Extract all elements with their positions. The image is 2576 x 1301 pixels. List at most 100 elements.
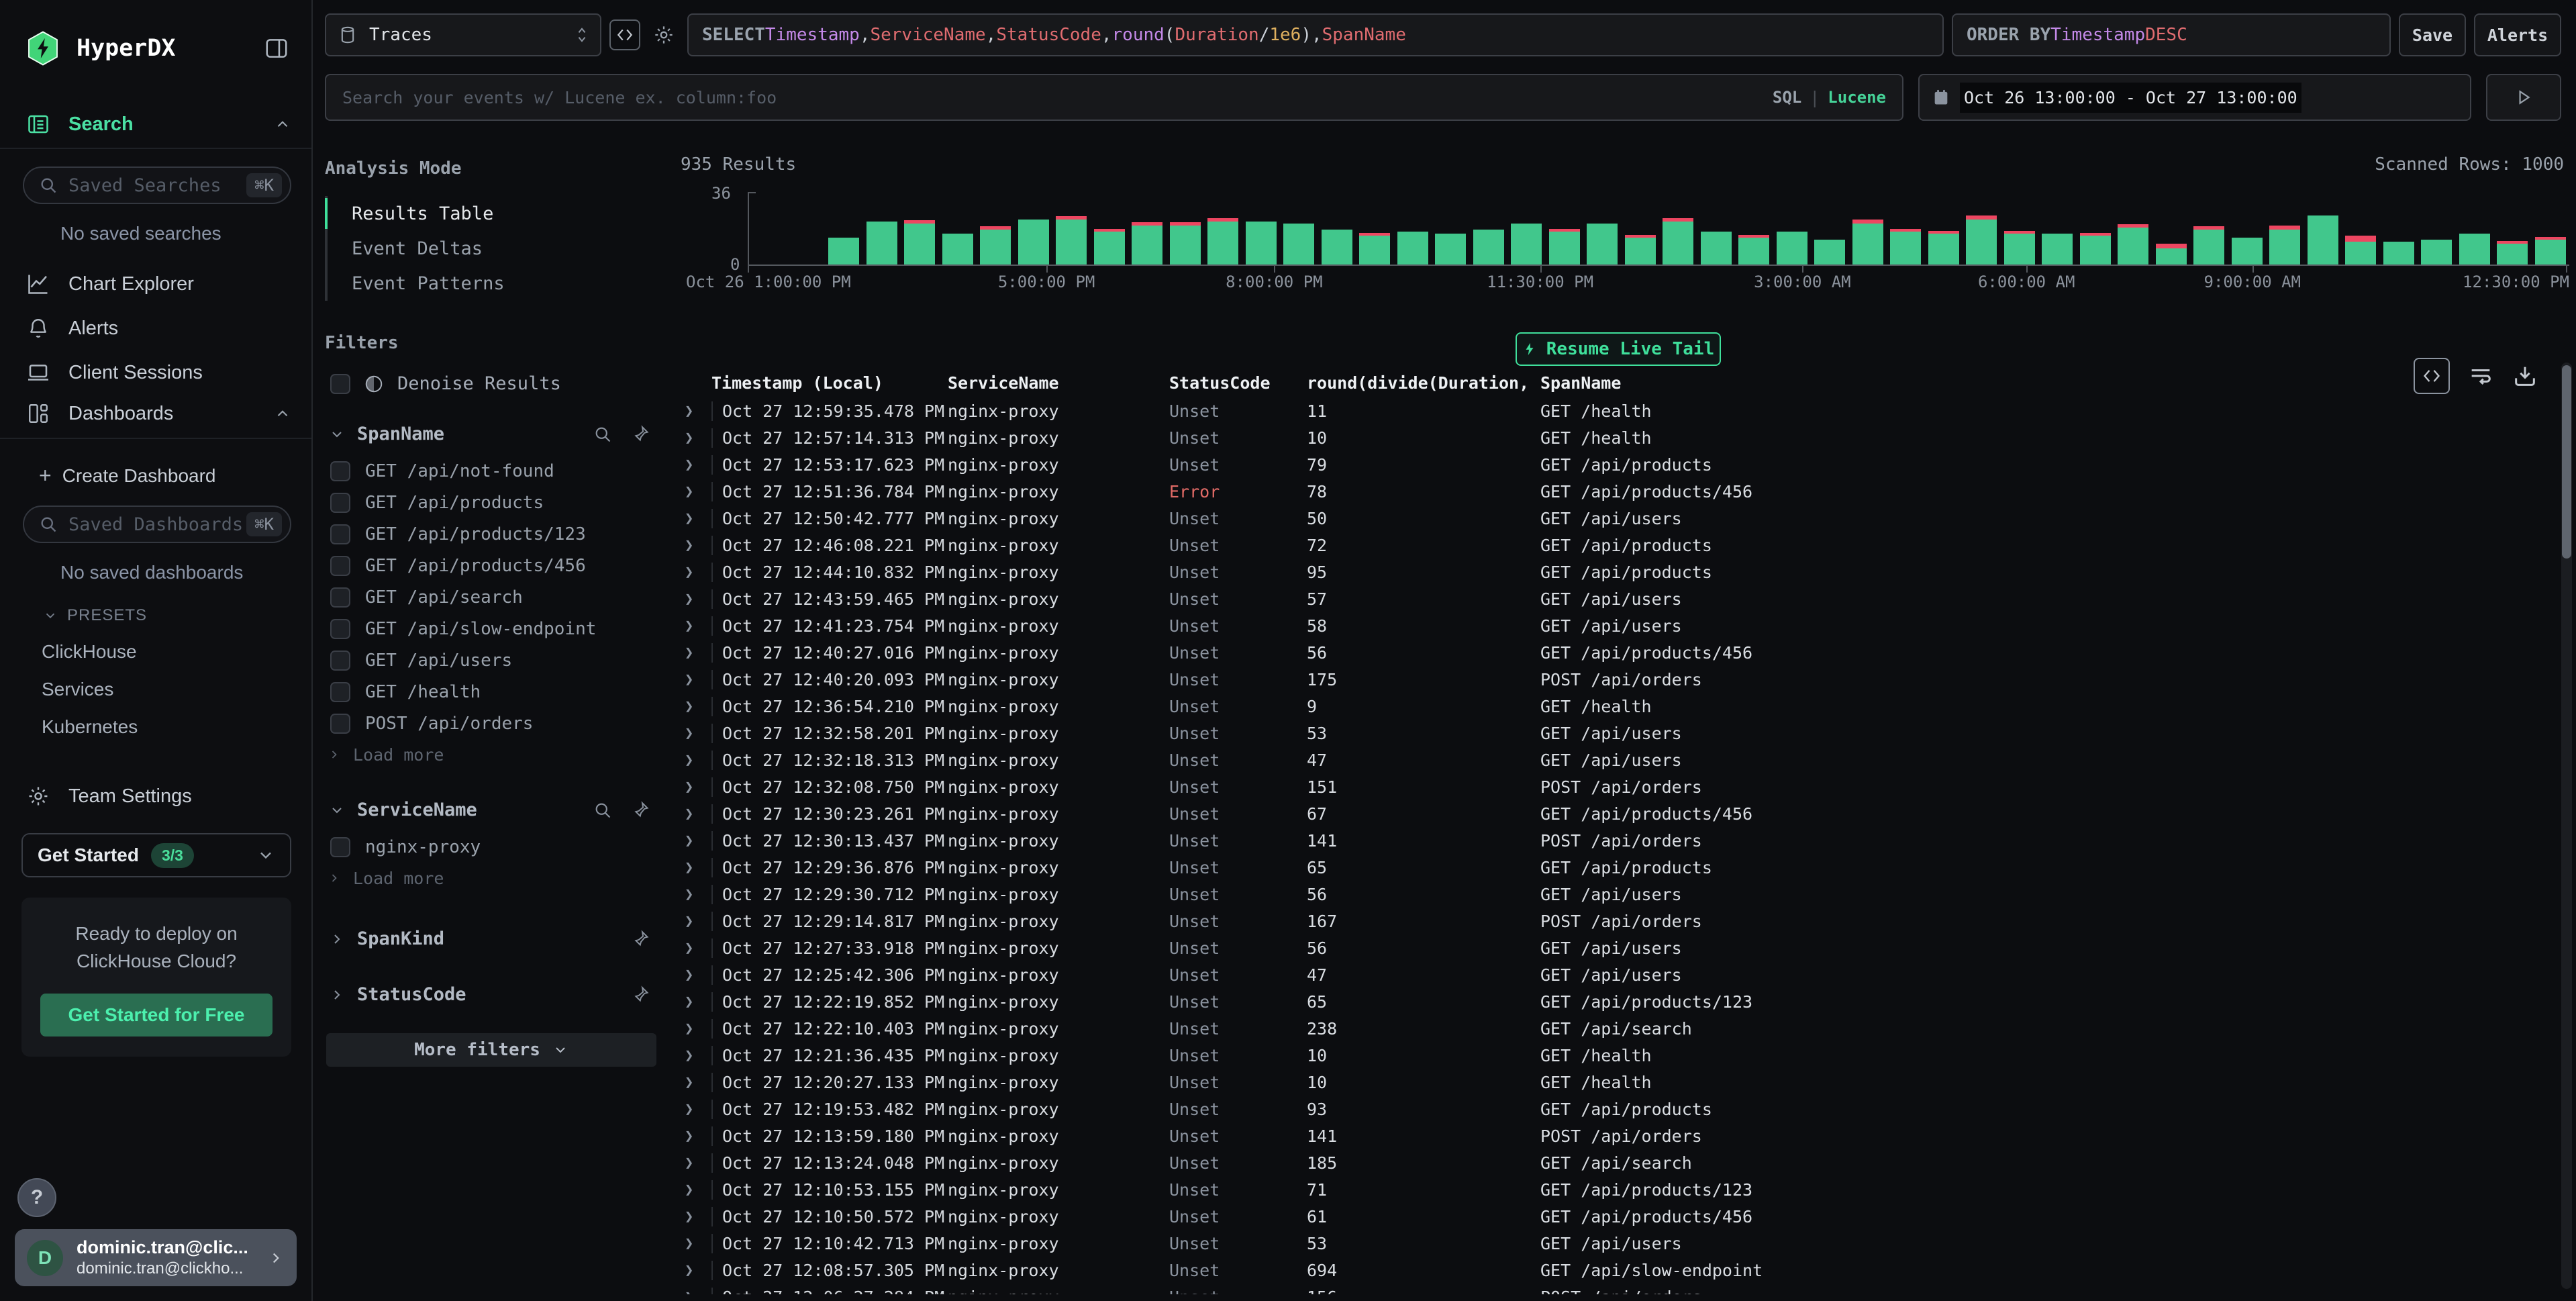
- lucene-toggle[interactable]: Lucene: [1828, 88, 1886, 107]
- checkbox-icon[interactable]: [330, 619, 350, 639]
- filter-group-servicename[interactable]: ServiceName: [325, 800, 660, 820]
- run-query-button[interactable]: [2486, 74, 2561, 121]
- select-clause-input[interactable]: SELECT Timestamp,ServiceName,StatusCode,…: [687, 13, 1944, 56]
- expand-row-icon[interactable]: ❯: [685, 752, 711, 769]
- expand-row-icon[interactable]: ❯: [685, 725, 711, 742]
- expand-row-icon[interactable]: ❯: [685, 510, 711, 527]
- preset-dashboard-link[interactable]: Kubernetes: [42, 716, 311, 738]
- get-started-toggle[interactable]: Get Started 3/3: [21, 833, 291, 877]
- sidebar-item-alerts[interactable]: Alerts: [0, 306, 311, 350]
- expand-row-icon[interactable]: ❯: [685, 618, 711, 634]
- filter-value-checkbox[interactable]: GET /api/slow-endpoint: [330, 613, 660, 644]
- expand-row-icon[interactable]: ❯: [685, 430, 711, 446]
- expand-row-icon[interactable]: ❯: [685, 1289, 711, 1295]
- table-row[interactable]: ❯Oct 27 12:19:53.482 PMnginx-proxyUnset9…: [678, 1096, 2576, 1122]
- checkbox-icon[interactable]: [330, 587, 350, 608]
- table-row[interactable]: ❯Oct 27 12:41:23.754 PMnginx-proxyUnset5…: [678, 612, 2576, 639]
- help-button[interactable]: ?: [17, 1178, 56, 1217]
- expand-row-icon[interactable]: ❯: [685, 886, 711, 903]
- save-button[interactable]: Save: [2399, 13, 2466, 56]
- event-search-input[interactable]: Search your events w/ Lucene ex. column:…: [325, 74, 1903, 121]
- sidebar-item-team-settings[interactable]: Team Settings: [0, 774, 311, 818]
- expand-row-icon[interactable]: ❯: [685, 1128, 711, 1145]
- column-header[interactable]: ⋮SpanName: [1540, 373, 2576, 393]
- sidebar-item-search[interactable]: Search: [0, 105, 311, 149]
- sidebar-item-dashboards[interactable]: Dashboards: [0, 395, 311, 439]
- table-row[interactable]: ❯Oct 27 12:30:13.437 PMnginx-proxyUnset1…: [678, 827, 2576, 854]
- table-row[interactable]: ❯Oct 27 12:46:08.221 PMnginx-proxyUnset7…: [678, 532, 2576, 559]
- analysis-mode-option[interactable]: Event Deltas: [328, 231, 660, 266]
- table-row[interactable]: ❯Oct 27 12:30:23.261 PMnginx-proxyUnset6…: [678, 800, 2576, 827]
- table-row[interactable]: ❯Oct 27 12:29:36.876 PMnginx-proxyUnset6…: [678, 854, 2576, 881]
- checkbox-icon[interactable]: [330, 493, 350, 513]
- expand-row-icon[interactable]: ❯: [685, 1047, 711, 1064]
- pin-icon[interactable]: [632, 425, 651, 444]
- preset-dashboard-link[interactable]: Services: [42, 679, 311, 700]
- table-row[interactable]: ❯Oct 27 12:32:18.313 PMnginx-proxyUnset4…: [678, 746, 2576, 773]
- expand-row-icon[interactable]: ❯: [685, 671, 711, 688]
- expand-row-icon[interactable]: ❯: [685, 1155, 711, 1171]
- filter-value-checkbox[interactable]: GET /api/search: [330, 581, 660, 613]
- filter-search-icon[interactable]: [593, 801, 612, 820]
- checkbox-icon[interactable]: [330, 650, 350, 671]
- table-row[interactable]: ❯Oct 27 12:10:53.155 PMnginx-proxyUnset7…: [678, 1176, 2576, 1203]
- expand-row-icon[interactable]: ❯: [685, 779, 711, 796]
- table-row[interactable]: ❯Oct 27 12:57:14.313 PMnginx-proxyUnset1…: [678, 424, 2576, 451]
- expand-row-icon[interactable]: ❯: [685, 913, 711, 930]
- filter-group-statuscode[interactable]: StatusCode: [325, 984, 660, 1005]
- table-row[interactable]: ❯Oct 27 12:10:50.572 PMnginx-proxyUnset6…: [678, 1203, 2576, 1230]
- checkbox-icon[interactable]: [330, 682, 350, 702]
- expand-row-icon[interactable]: ❯: [685, 1262, 711, 1279]
- expand-row-icon[interactable]: ❯: [685, 403, 711, 420]
- pin-icon[interactable]: [632, 801, 651, 820]
- saved-searches-input[interactable]: Saved Searches ⌘K: [23, 166, 291, 204]
- table-row[interactable]: ❯Oct 27 12:59:35.478 PMnginx-proxyUnset1…: [678, 397, 2576, 424]
- expand-row-icon[interactable]: ❯: [685, 591, 711, 608]
- table-row[interactable]: ❯Oct 27 12:27:33.918 PMnginx-proxyUnset5…: [678, 934, 2576, 961]
- table-row[interactable]: ❯Oct 27 12:13:24.048 PMnginx-proxyUnset1…: [678, 1149, 2576, 1176]
- expand-row-icon[interactable]: ❯: [685, 940, 711, 957]
- table-row[interactable]: ❯Oct 27 12:20:27.133 PMnginx-proxyUnset1…: [678, 1069, 2576, 1096]
- table-row[interactable]: ❯Oct 27 12:53:17.623 PMnginx-proxyUnset7…: [678, 451, 2576, 478]
- filter-value-checkbox[interactable]: GET /api/products/456: [330, 550, 660, 581]
- collapse-sidebar-icon[interactable]: [260, 32, 293, 64]
- analysis-mode-option[interactable]: Event Patterns: [328, 266, 660, 301]
- table-row[interactable]: ❯Oct 27 12:29:30.712 PMnginx-proxyUnset5…: [678, 881, 2576, 908]
- pin-icon[interactable]: [632, 930, 651, 949]
- saved-dashboards-input[interactable]: Saved Dashboards ⌘K: [23, 505, 291, 543]
- table-row[interactable]: ❯Oct 27 12:43:59.465 PMnginx-proxyUnset5…: [678, 585, 2576, 612]
- table-row[interactable]: ❯Oct 27 12:29:14.817 PMnginx-proxyUnset1…: [678, 908, 2576, 934]
- column-resize-handle[interactable]: ⋮: [1307, 373, 1310, 391]
- filter-value-checkbox[interactable]: GET /health: [330, 676, 660, 708]
- checkbox-icon[interactable]: [330, 374, 350, 394]
- checkbox-icon[interactable]: [330, 461, 350, 481]
- table-row[interactable]: ❯Oct 27 12:06:27.284 PMnginx-proxyUnset1…: [678, 1284, 2576, 1294]
- checkbox-icon[interactable]: [330, 524, 350, 544]
- expand-row-icon[interactable]: ❯: [685, 859, 711, 876]
- presets-toggle[interactable]: PRESETS: [43, 606, 311, 625]
- preset-dashboard-link[interactable]: ClickHouse: [42, 641, 311, 663]
- filter-group-spankind[interactable]: SpanKind: [325, 928, 660, 949]
- table-row[interactable]: ❯Oct 27 12:13:59.180 PMnginx-proxyUnset1…: [678, 1122, 2576, 1149]
- filter-group-spanname[interactable]: SpanName: [325, 424, 660, 444]
- table-row[interactable]: ❯Oct 27 12:40:20.093 PMnginx-proxyUnset1…: [678, 666, 2576, 693]
- filter-value-checkbox[interactable]: POST /api/orders: [330, 708, 660, 739]
- table-row[interactable]: ❯Oct 27 12:51:36.784 PMnginx-proxyError7…: [678, 478, 2576, 505]
- table-row[interactable]: ❯Oct 27 12:22:19.852 PMnginx-proxyUnset6…: [678, 988, 2576, 1015]
- filter-value-checkbox[interactable]: nginx-proxy: [330, 831, 660, 863]
- column-resize-handle[interactable]: ⋮: [1540, 373, 1544, 391]
- get-started-free-button[interactable]: Get Started for Free: [40, 994, 273, 1037]
- table-row[interactable]: ❯Oct 27 12:44:10.832 PMnginx-proxyUnset9…: [678, 559, 2576, 585]
- expand-row-icon[interactable]: ❯: [685, 564, 711, 581]
- column-header[interactable]: ⋮ServiceName: [948, 373, 1169, 393]
- table-row[interactable]: ❯Oct 27 12:08:57.305 PMnginx-proxyUnset6…: [678, 1257, 2576, 1284]
- expand-row-icon[interactable]: ❯: [685, 1074, 711, 1091]
- expand-row-icon[interactable]: ❯: [685, 483, 711, 500]
- expand-row-icon[interactable]: ❯: [685, 1182, 711, 1198]
- expand-row-icon[interactable]: ❯: [685, 832, 711, 849]
- denoise-results-checkbox[interactable]: Denoise Results: [325, 373, 660, 394]
- table-row[interactable]: ❯Oct 27 12:10:42.713 PMnginx-proxyUnset5…: [678, 1230, 2576, 1257]
- expand-row-icon[interactable]: ❯: [685, 806, 711, 822]
- scrollbar-thumb[interactable]: [2562, 365, 2571, 559]
- table-row[interactable]: ❯Oct 27 12:25:42.306 PMnginx-proxyUnset4…: [678, 961, 2576, 988]
